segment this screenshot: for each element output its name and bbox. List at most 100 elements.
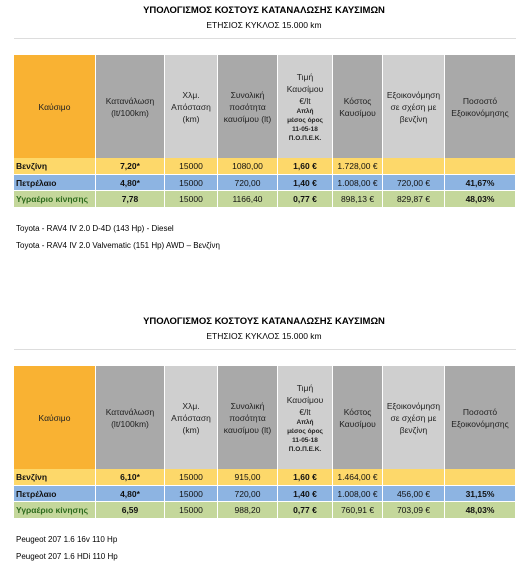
header-text: Απλή [296, 418, 314, 426]
header-cell: Ποσοστό Εξοικονόμησης [445, 55, 516, 158]
header-text: Π.Ο.Π.Ε.Κ. [288, 134, 322, 142]
table-cell: Πετρέλαιο [14, 174, 96, 191]
table-cell: 15000 [165, 502, 218, 519]
table-cell: Πετρέλαιο [14, 485, 96, 502]
table-cell: 15000 [165, 469, 218, 486]
table-cell: 720,00 [218, 174, 278, 191]
header-text: βενζίνη [399, 113, 428, 124]
note: Peugeot 207 1.6 HDi 110 Hp [16, 552, 118, 561]
header-text: €/lt [299, 95, 311, 106]
header-text: Εξοικονόμησης [451, 107, 509, 118]
header-cell: Εξοικονόμηση σε σχέση με βενζίνη [383, 366, 445, 469]
table-cell: 4,80* [96, 485, 165, 502]
header-text: Καύσιμο [38, 412, 71, 423]
table-cell [383, 158, 445, 175]
header-cell: Χλμ. Απόσταση (km) [165, 366, 218, 469]
note: Toyota - RAV4 IV 2.0 D-4D (143 Hp) - Die… [16, 224, 174, 233]
header-text: Ποσοστό [462, 95, 498, 106]
table-cell: 1,40 € [278, 174, 333, 191]
table-cell: 0,77 € [278, 502, 333, 519]
header-cell: Κόστος Καυσίμου [333, 366, 383, 469]
header-cell: Κόστος Καυσίμου [333, 55, 383, 158]
table-cell: 988,20 [218, 502, 278, 519]
header-text: Καυσίμου [339, 418, 376, 429]
header-cell: Ποσοστό Εξοικονόμησης [445, 366, 516, 469]
header-text: Τιμή [296, 382, 314, 393]
table-cell: Βενζίνη [14, 469, 96, 486]
header-text: Εξοικονόμησης [451, 418, 509, 429]
table-cell: 15000 [165, 485, 218, 502]
table-cell: 15000 [165, 191, 218, 208]
table-cell: 15000 [165, 158, 218, 175]
table-cell: 0,77 € [278, 191, 333, 208]
table-cell: 7,78 [96, 191, 165, 208]
block-title: ΥΠΟΛΟΓΙΣΜΟΣ ΚΟΣΤΟΥΣ ΚΑΤΑΝΑΛΩΣΗΣ ΚΑΥΣΙΜΩΝ [143, 316, 385, 327]
table-cell: 1,40 € [278, 485, 333, 502]
header-text: (lt/100km) [111, 107, 149, 118]
table-cell: 6,59 [96, 502, 165, 519]
header-text: Απόσταση [171, 101, 211, 112]
table-cell [445, 158, 516, 175]
table-cell: 6,10* [96, 469, 165, 486]
header-text: Καύσιμο [38, 101, 71, 112]
table-cell: 1.464,00 € [333, 469, 383, 486]
header-text: Συνολική [230, 400, 265, 411]
table-cell: 48,03% [445, 502, 516, 519]
header-text: Κόστος [343, 95, 372, 106]
table-cell: 1,60 € [278, 158, 333, 175]
header-text: καυσίμου (lt) [223, 424, 272, 435]
header-cell: Κατανάλωση (lt/100km) [96, 55, 165, 158]
header-cell: Συνολική ποσότητα καυσίμου (lt) [218, 366, 278, 469]
header-text: (km) [182, 424, 200, 435]
header-text: καυσίμου (lt) [223, 113, 272, 124]
header-text: ποσότητα [229, 412, 266, 423]
header-text: 11-05-18 [292, 436, 318, 444]
header-text: Κατανάλωση [105, 406, 155, 417]
table-cell: 1166,40 [218, 191, 278, 208]
table-cell: 915,00 [218, 469, 278, 486]
note: Peugeot 207 1.6 16v 110 Hp [16, 535, 118, 544]
table-cell: 41,67% [445, 174, 516, 191]
header-text: ποσότητα [229, 101, 266, 112]
table-cell [383, 469, 445, 486]
table-cell: 31,15% [445, 485, 516, 502]
table-cell: 4,80* [96, 174, 165, 191]
divider [14, 349, 516, 350]
table-cell: 15000 [165, 174, 218, 191]
table-cell: 703,09 € [383, 502, 445, 519]
table-cell: 48,03% [445, 191, 516, 208]
header-cell: Καύσιμο [14, 55, 96, 158]
header-text: €/lt [299, 406, 311, 417]
header-cell: Τιμή Καυσίμου €/lt Απλή μέσος όρος 11-05-18 Π.… [278, 366, 333, 469]
header-text: σε σχέση με [390, 412, 437, 423]
table-cell: 1080,00 [218, 158, 278, 175]
table-cell: 1.728,00 € [333, 158, 383, 175]
note: Toyota - RAV4 IV 2.0 Valvematic (151 Hp)… [16, 241, 220, 250]
table-cell: 1,60 € [278, 469, 333, 486]
header-text: μέσος όρος [287, 116, 323, 124]
header-text: Καυσίμου [286, 394, 324, 405]
header-text: Χλμ. [182, 400, 200, 411]
header-cell: Εξοικονόμηση σε σχέση με βενζίνη [383, 55, 445, 158]
header-text: (lt/100km) [111, 418, 149, 429]
header-text: βενζίνη [399, 424, 428, 435]
table-cell: 760,91 € [333, 502, 383, 519]
header-text: Π.Ο.Π.Ε.Κ. [288, 445, 322, 453]
table-cell: Υγραέριο κίνησης [14, 502, 96, 519]
header-text: Καυσίμου [286, 83, 324, 94]
header-cell: Καύσιμο [14, 366, 96, 469]
header-text: Ποσοστό [462, 406, 498, 417]
table-cell: 7,20* [96, 158, 165, 175]
table-cell: 456,00 € [383, 485, 445, 502]
header-text: Καυσίμου [339, 107, 376, 118]
header-text: Εξοικονόμηση [386, 89, 441, 100]
table-cell: 1.008,00 € [333, 485, 383, 502]
table-cell: 720,00 [218, 485, 278, 502]
header-cell: Τιμή Καυσίμου €/lt Απλή μέσος όρος 11-05-18 Π.… [278, 55, 333, 158]
header-text: Χλμ. [182, 89, 200, 100]
header-text: Κατανάλωση [105, 95, 155, 106]
header-text: Κόστος [343, 406, 372, 417]
table-cell: 720,00 € [383, 174, 445, 191]
block-title: ΥΠΟΛΟΓΙΣΜΟΣ ΚΟΣΤΟΥΣ ΚΑΤΑΝΑΛΩΣΗΣ ΚΑΥΣΙΜΩΝ [143, 5, 385, 16]
